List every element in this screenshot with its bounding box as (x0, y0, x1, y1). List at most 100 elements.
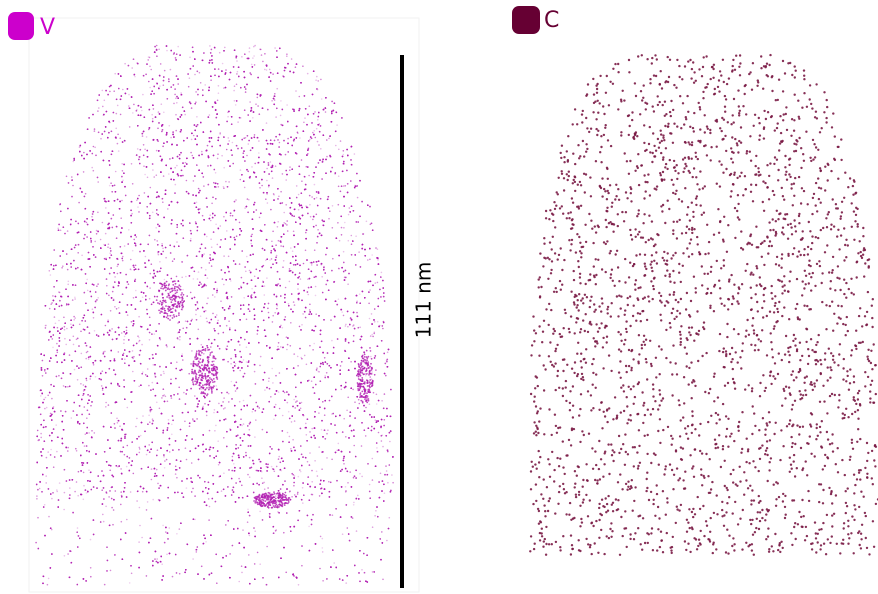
atom-dot (144, 174, 146, 176)
atom-dot (133, 297, 135, 299)
atom-dot (280, 325, 282, 327)
atom-dot (168, 419, 170, 421)
atom-dot (67, 230, 69, 232)
atom-dot (272, 315, 274, 317)
atom-dot (272, 177, 274, 179)
atom-dot (338, 268, 340, 270)
atom-dot (132, 371, 134, 373)
atom-dot (286, 336, 288, 338)
atom-dot (272, 73, 274, 75)
atom-dot (292, 439, 294, 441)
atom-dot (208, 498, 210, 500)
atom-dot (121, 332, 123, 334)
atom-dot (307, 278, 309, 280)
atom-dot (122, 170, 124, 172)
atom-dot (241, 425, 243, 427)
atom-dot (287, 344, 289, 346)
atom-dot (261, 54, 263, 56)
atom-dot (188, 373, 190, 375)
atom-dot (310, 216, 312, 218)
atom-dot (286, 55, 288, 57)
atom-dot (151, 114, 153, 116)
atom-dot (97, 181, 99, 183)
atom-dot (285, 204, 287, 206)
atom-dot (158, 254, 160, 256)
atom-dot (183, 392, 185, 394)
atom-dot (250, 243, 252, 245)
atom-dot (369, 318, 371, 320)
atom-dot (141, 537, 143, 539)
atom-dot (54, 316, 56, 318)
atom-dot (309, 452, 311, 454)
atom-dot (356, 312, 358, 314)
atom-dot (300, 278, 302, 280)
atom-dot (304, 117, 306, 119)
atom-dot (121, 521, 123, 523)
atom-dot (73, 336, 75, 338)
atom-dot (104, 351, 106, 353)
atom-dot (130, 491, 132, 493)
atom-dot (84, 445, 86, 447)
atom-dot (147, 501, 149, 503)
atom-dot (376, 394, 378, 396)
atom-dot (382, 446, 384, 448)
atom-dot (254, 134, 256, 136)
atom-dot (90, 576, 92, 578)
atom-dot (104, 100, 106, 102)
atom-dot (315, 286, 317, 288)
atom-dot (239, 370, 241, 372)
atom-dot (326, 139, 328, 141)
atom-dot (156, 402, 158, 404)
atom-dot (196, 551, 198, 553)
atom-dot (289, 169, 291, 171)
atom-dot (309, 139, 311, 141)
atom-dot (50, 449, 52, 451)
atom-dot (339, 240, 341, 242)
atom-dot (320, 148, 322, 150)
atom-dot (40, 395, 42, 397)
atom-dot (169, 527, 171, 529)
atom-dot (345, 436, 347, 438)
atom-dot (77, 379, 79, 381)
atom-dot (156, 469, 158, 471)
atom-dot (276, 305, 278, 307)
atom-dot (315, 313, 317, 315)
atom-dot (213, 412, 215, 414)
atom-dot (152, 118, 154, 120)
atom-dot (222, 63, 224, 65)
atom-dot (139, 525, 141, 527)
atom-dot (255, 419, 257, 421)
atom-dot (249, 51, 251, 53)
atom-dot (311, 481, 313, 483)
atom-dot (264, 389, 266, 391)
atom-dot (138, 337, 140, 339)
atom-dot (349, 471, 351, 473)
atom-dot (43, 399, 45, 401)
atom-dot (93, 146, 95, 148)
atom-dot (132, 112, 134, 114)
atom-dot (345, 582, 347, 584)
atom-dot (348, 240, 350, 242)
atom-dot (375, 510, 377, 512)
atom-dot (141, 110, 143, 112)
atom-dot (46, 407, 48, 409)
atom-dot (289, 268, 291, 270)
atom-dot (206, 321, 208, 323)
atom-dot (94, 147, 96, 149)
atom-dot (204, 403, 206, 405)
atom-dot (139, 452, 141, 454)
atom-dot (131, 573, 133, 575)
atom-dot (324, 414, 326, 416)
atom-dot (275, 404, 277, 406)
atom-dot (120, 114, 122, 116)
atom-dot (77, 527, 79, 529)
atom-dot (260, 356, 262, 358)
atom-dot (223, 472, 225, 474)
atom-dot (52, 295, 54, 297)
atom-dot (57, 352, 59, 354)
atom-dot (236, 84, 238, 86)
atom-dot (90, 242, 92, 244)
atom-dot (311, 196, 313, 198)
atom-dot (57, 228, 59, 230)
atom-dot (290, 448, 292, 450)
